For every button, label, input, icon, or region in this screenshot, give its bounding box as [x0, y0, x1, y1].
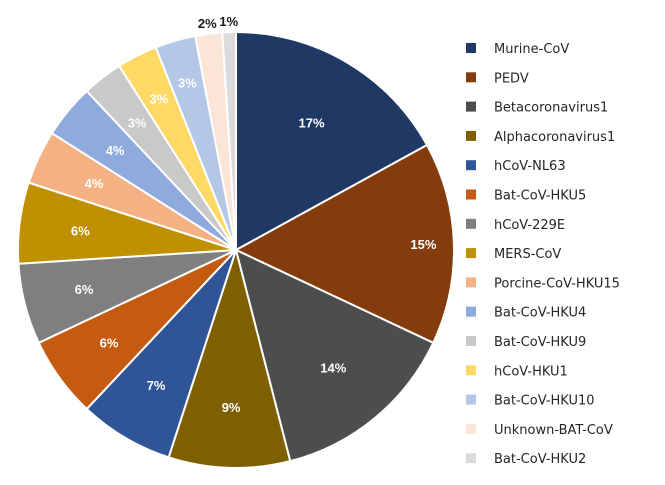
pie-value-label: 1%: [219, 14, 238, 29]
pie-value-label: 6%: [75, 282, 94, 297]
pie-slices: [17, 30, 455, 469]
legend-label: Bat-CoV-HKU5: [494, 189, 586, 204]
legend-swatch: [466, 160, 476, 171]
pie-value-label: 7%: [147, 378, 166, 393]
legend-label: PEDV: [494, 71, 529, 86]
pie-value-label: 2%: [198, 16, 217, 31]
pie-slice-betacoronavirus1: [234, 248, 435, 463]
pie-slice-alphacoronavirus1: [167, 246, 292, 469]
legend-swatch: [466, 365, 476, 376]
legend-label: Bat-CoV-HKU10: [494, 394, 595, 409]
pie-value-label: 3%: [178, 76, 197, 91]
legend-swatch: [466, 189, 476, 200]
pie-slice-pedv: [233, 143, 455, 345]
legend-label: Bat-CoV-HKU4: [494, 306, 586, 321]
legend-label: Betacoronavirus1: [494, 101, 608, 116]
pie-value-label: 6%: [100, 335, 119, 350]
pie-value-label: 4%: [85, 176, 104, 191]
legend-swatch: [466, 218, 476, 229]
legend: Murine-CoV PEDV Betacoronavirus1 Alphacoron…: [466, 42, 620, 467]
pie-value-label: 9%: [222, 400, 241, 415]
legend-label: Murine-CoV: [494, 42, 569, 57]
pie-value-label: 17%: [298, 115, 324, 130]
pie-value-label: 6%: [71, 223, 90, 238]
legend-label: hCoV-NL63: [494, 159, 566, 174]
legend-swatch: [466, 277, 476, 288]
legend-swatch: [466, 72, 476, 83]
legend-swatch: [466, 43, 476, 53]
legend-swatch: [466, 453, 476, 464]
legend-label: Bat-CoV-HKU2: [494, 452, 586, 467]
legend-swatch: [466, 336, 476, 346]
pie-value-label: 15%: [410, 237, 436, 252]
legend-swatch: [466, 423, 476, 434]
legend-swatch: [466, 130, 476, 141]
legend-label: Alphacoronavirus1: [494, 130, 615, 145]
legend-swatch: [466, 248, 476, 259]
legend-label: MERS-CoV: [494, 247, 561, 262]
legend-swatch: [466, 306, 476, 317]
pie-slice-murine-cov: [235, 30, 429, 252]
pie-value-label: 3%: [149, 92, 168, 107]
legend-label: Bat-CoV-HKU9: [494, 335, 586, 350]
legend-label: Porcine-CoV-HKU15: [494, 276, 620, 291]
legend-label: hCoV-229E: [494, 218, 565, 233]
legend-swatch: [466, 394, 476, 405]
legend-label: Unknown-BAT-CoV: [494, 423, 613, 438]
legend-swatch: [466, 101, 476, 112]
legend-label: hCoV-HKU1: [494, 364, 568, 379]
pie-slice-bat-cov-hku2: [221, 30, 237, 251]
pie-value-label: 3%: [128, 116, 147, 131]
pie-value-label: 4%: [106, 143, 125, 158]
pie-value-labels: 17%15%14%9%7%6%6%6%4%4%3%3%3%2% 1%: [71, 14, 437, 415]
pie-value-label: 14%: [320, 361, 346, 376]
